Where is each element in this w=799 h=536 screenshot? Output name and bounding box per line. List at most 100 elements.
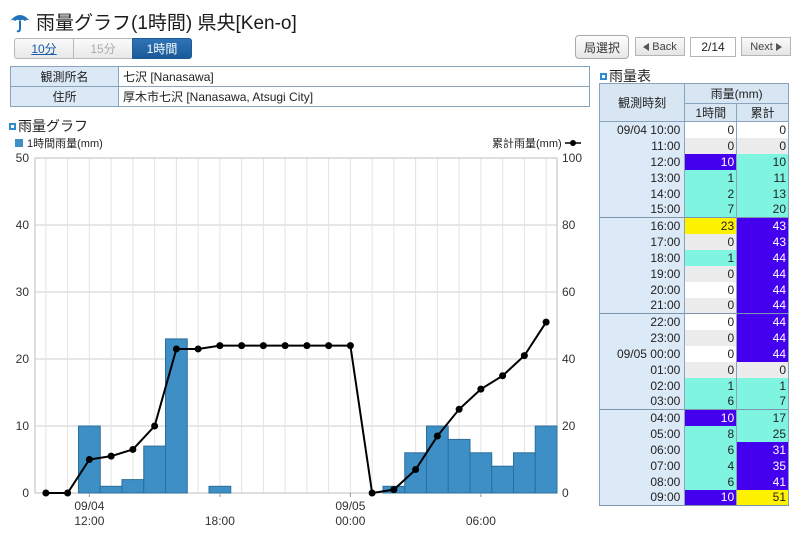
row-time: 09/04 10:00 (598, 121, 686, 138)
row-hourly: 1 (684, 169, 738, 186)
cumulative-point (172, 345, 180, 353)
tab-15min: 15分 (73, 38, 133, 59)
table-row: 04:00 10 17 (598, 409, 789, 426)
x-time-label: 06:00 (466, 514, 496, 528)
hourly-bar (513, 452, 536, 494)
umbrella-icon (10, 15, 30, 33)
row-time: 01:00 (598, 361, 686, 378)
bar-swatch (15, 139, 23, 147)
row-cumulative: 10 (736, 153, 789, 170)
table-row: 20:00 0 44 (598, 281, 789, 298)
table-row: 01:00 0 0 (598, 361, 789, 378)
row-hourly: 6 (684, 473, 738, 490)
row-time: 11:00 (598, 137, 686, 154)
section-square-icon (9, 122, 16, 130)
hourly-bar (143, 445, 166, 494)
row-time: 03:00 (598, 393, 686, 410)
row-cumulative: 35 (736, 457, 789, 474)
row-cumulative: 51 (736, 489, 789, 506)
tab-10min[interactable]: 10分 (14, 38, 74, 59)
row-time: 06:00 (598, 441, 686, 458)
table-row: 23:00 0 44 (598, 329, 789, 346)
col-cumulative-header: 累計 (736, 103, 789, 122)
interval-tabs: 10分 15分 1時間 (14, 38, 192, 59)
row-hourly: 7 (684, 201, 738, 218)
table-row: 17:00 0 43 (598, 233, 789, 250)
row-time: 18:00 (598, 249, 686, 266)
tab-1hour[interactable]: 1時間 (132, 38, 192, 59)
row-hourly: 10 (684, 489, 738, 506)
y-left-tick-label: 10 (16, 419, 30, 433)
cumulative-point (107, 452, 115, 460)
row-cumulative: 44 (736, 297, 789, 314)
x-time-label: 12:00 (74, 514, 104, 528)
table-row: 06:00 6 31 (598, 441, 789, 458)
row-time: 12:00 (598, 153, 686, 170)
row-cumulative: 13 (736, 185, 789, 202)
row-cumulative: 44 (736, 281, 789, 298)
hourly-bar (208, 485, 232, 494)
next-button[interactable]: Next (741, 37, 791, 56)
cumulative-point (346, 342, 354, 350)
row-cumulative: 41 (736, 473, 789, 490)
row-hourly: 0 (684, 345, 738, 362)
row-cumulative: 44 (736, 313, 789, 330)
station-select-button[interactable]: 局選択 (575, 35, 629, 59)
table-row: 09/05 00:00 0 44 (598, 345, 789, 362)
row-time: 05:00 (598, 425, 686, 442)
table-row: 12:00 10 10 (598, 153, 789, 170)
row-hourly: 6 (684, 441, 738, 458)
hourly-bar (165, 338, 188, 494)
back-button[interactable]: Back (635, 37, 685, 56)
row-cumulative: 7 (736, 393, 789, 410)
hourly-bar (447, 438, 471, 494)
station-name-label: 観測所名 (10, 66, 119, 87)
row-cumulative: 43 (736, 233, 789, 250)
address-label: 住所 (10, 86, 119, 107)
cumulative-point (281, 342, 289, 350)
row-hourly: 0 (684, 137, 738, 154)
row-hourly: 2 (684, 185, 738, 202)
row-time: 19:00 (598, 265, 686, 282)
row-cumulative: 17 (736, 409, 789, 426)
table-row: 16:00 23 43 (598, 217, 789, 234)
page-indicator: 2/14 (690, 37, 736, 57)
table-row: 15:00 7 20 (598, 201, 789, 218)
table-row: 08:00 6 41 (598, 473, 789, 490)
row-hourly: 0 (684, 121, 738, 138)
table-row: 14:00 2 13 (598, 185, 789, 202)
y-left-tick-label: 30 (16, 285, 30, 299)
row-time: 15:00 (598, 201, 686, 218)
cumulative-point (238, 342, 246, 350)
right-arrow-icon (775, 42, 782, 51)
cumulative-point (216, 342, 224, 350)
row-cumulative: 0 (736, 361, 789, 378)
line-marker-icon (564, 140, 581, 146)
row-cumulative: 44 (736, 249, 789, 266)
row-hourly: 6 (684, 393, 738, 410)
cumulative-point (129, 445, 137, 453)
row-time: 22:00 (598, 313, 686, 330)
y-left-tick-label: 20 (16, 352, 30, 366)
col-hourly-header: 1時間 (684, 103, 738, 122)
cumulative-point (542, 318, 550, 326)
hourly-bar (99, 485, 123, 494)
table-section-heading: 雨量表 (600, 66, 651, 86)
station-info-table: 観測所名 七沢 [Nanasawa] 住所 厚木市七沢 [Nanasawa, A… (10, 66, 590, 107)
table-row: 05:00 8 25 (598, 425, 789, 442)
cumulative-point (259, 342, 267, 350)
row-time: 02:00 (598, 377, 686, 394)
row-time: 20:00 (598, 281, 686, 298)
x-date-label: 09/05 (335, 499, 365, 513)
hourly-bar (491, 465, 514, 494)
row-hourly: 0 (684, 361, 738, 378)
row-hourly: 0 (684, 265, 738, 282)
cumulative-point (85, 456, 93, 463)
title-row: 雨量グラフ(1時間) 県央[Ken-o] (8, 8, 297, 34)
row-cumulative: 43 (736, 217, 789, 234)
cumulative-point (194, 345, 202, 353)
row-cumulative: 0 (736, 137, 789, 154)
left-arrow-icon (643, 42, 650, 51)
hourly-bar (121, 479, 145, 494)
legend-cumulative-label: 累計雨量(mm) (492, 138, 562, 150)
